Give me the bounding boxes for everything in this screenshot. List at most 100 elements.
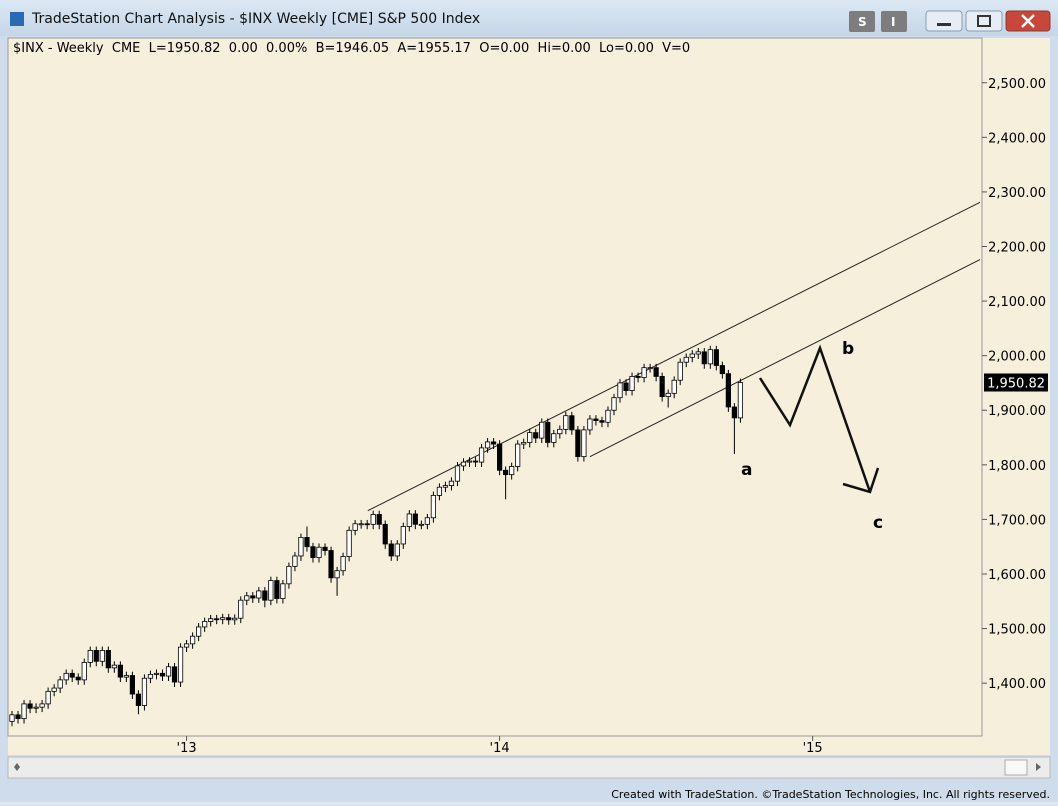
- scrollbar[interactable]: [7, 756, 1051, 779]
- candle-body: [87, 649, 93, 663]
- candle-body: [358, 523, 364, 526]
- candle-body: [412, 513, 418, 525]
- candle-body: [641, 367, 647, 378]
- candle-body: [214, 618, 220, 621]
- candle-body: [147, 674, 154, 679]
- candle-body: [599, 420, 605, 423]
- candle-body: [605, 409, 611, 423]
- wave-label: b: [842, 339, 854, 359]
- scroll-right[interactable]: [1036, 763, 1041, 771]
- candle-body: [346, 529, 352, 557]
- wave-label: c: [873, 513, 883, 533]
- candle-body: [545, 421, 551, 443]
- info-line: $INX - Weekly CME L=1950.82 0.00 0.00% B…: [13, 41, 690, 56]
- candle-body: [232, 617, 238, 621]
- candle-body: [503, 469, 509, 476]
- maximize-button[interactable]: [965, 10, 1003, 32]
- candle-body: [400, 526, 406, 545]
- candle-body: [244, 595, 250, 601]
- candle-body: [93, 649, 99, 662]
- candle-body: [27, 703, 33, 709]
- candle-body: [701, 351, 707, 365]
- y-tick-label: 2,200.00: [988, 240, 1046, 255]
- close-icon: [1021, 14, 1035, 28]
- candle-body: [376, 514, 382, 525]
- s-button-label: S: [858, 15, 867, 29]
- candle-body: [250, 595, 256, 599]
- candle-body: [593, 418, 599, 422]
- candle-body: [521, 442, 527, 445]
- candle-body: [448, 480, 455, 486]
- candle-body: [623, 382, 629, 391]
- scroll-left[interactable]: [14, 763, 20, 771]
- candle-body: [731, 406, 737, 419]
- candle-body: [484, 441, 491, 449]
- candle-body: [671, 379, 677, 394]
- candle-body: [165, 666, 172, 677]
- candle-body: [280, 583, 286, 599]
- candle-body: [111, 664, 117, 669]
- minimize-button[interactable]: [925, 10, 963, 32]
- i-button[interactable]: [881, 11, 907, 32]
- app-icon: [10, 12, 24, 26]
- candle-body: [707, 349, 713, 365]
- candle-body: [575, 429, 581, 458]
- candle-body: [51, 687, 57, 692]
- candle-body: [472, 460, 479, 463]
- candle-body: [141, 677, 148, 706]
- candle-body: [292, 555, 298, 567]
- plot: 1,400.00 1,500.00 1,600.00 1,700.00 1,800.00…: [9, 38, 1048, 756]
- last-price-box: [984, 373, 1048, 392]
- y-tick-label: 2,500.00: [988, 77, 1046, 92]
- candle-body: [322, 546, 328, 551]
- candle-body: [569, 415, 575, 431]
- candle-body: [509, 466, 515, 476]
- candle-body: [171, 666, 178, 683]
- candle-body: [189, 635, 196, 645]
- candle-body: [135, 693, 142, 706]
- candle-body: [677, 361, 683, 381]
- candle-body: [183, 643, 190, 648]
- candle-body: [328, 550, 334, 579]
- candle-body: [57, 679, 63, 689]
- candle-body: [515, 443, 521, 467]
- candle-body: [635, 376, 641, 378]
- s-button[interactable]: [849, 11, 875, 32]
- candle-body: [262, 590, 268, 601]
- y-tick-label: 2,000.00: [988, 350, 1046, 365]
- y-tick-label: 1,500.00: [988, 623, 1046, 638]
- candle-body: [69, 672, 75, 678]
- candle-body: [63, 672, 69, 681]
- y-tick-label: 1,400.00: [988, 677, 1046, 692]
- candle-body: [418, 523, 424, 526]
- y-tick-label: 1,800.00: [988, 459, 1046, 474]
- candle-body: [617, 382, 623, 399]
- candle-body: [460, 461, 467, 467]
- footer-text: Created with TradeStation. ©TradeStation…: [611, 788, 1050, 801]
- scroll-thumb[interactable]: [1004, 759, 1028, 776]
- candle-body: [719, 365, 725, 375]
- x-tick-label: '13: [177, 741, 197, 756]
- x-tick-label: '14: [490, 741, 510, 756]
- candle-body: [683, 356, 689, 363]
- y-tick-label: 1,700.00: [988, 513, 1046, 528]
- candle-body: [533, 432, 539, 439]
- candle-body: [21, 703, 27, 720]
- maximize-icon: [977, 15, 991, 27]
- candle-body: [430, 494, 436, 519]
- candle-body: [653, 367, 659, 377]
- candle-body: [382, 523, 388, 545]
- candle-body: [436, 486, 443, 496]
- candle-body: [370, 514, 376, 525]
- candle-body: [340, 556, 346, 572]
- candle-body: [454, 465, 461, 482]
- candle-body: [581, 429, 587, 458]
- candle-body: [310, 546, 316, 559]
- candle-body: [226, 617, 232, 621]
- candle-body: [238, 599, 244, 619]
- candle-body: [364, 523, 370, 526]
- candle-body: [497, 443, 503, 471]
- candle-body: [695, 351, 701, 355]
- candle-body: [352, 523, 358, 531]
